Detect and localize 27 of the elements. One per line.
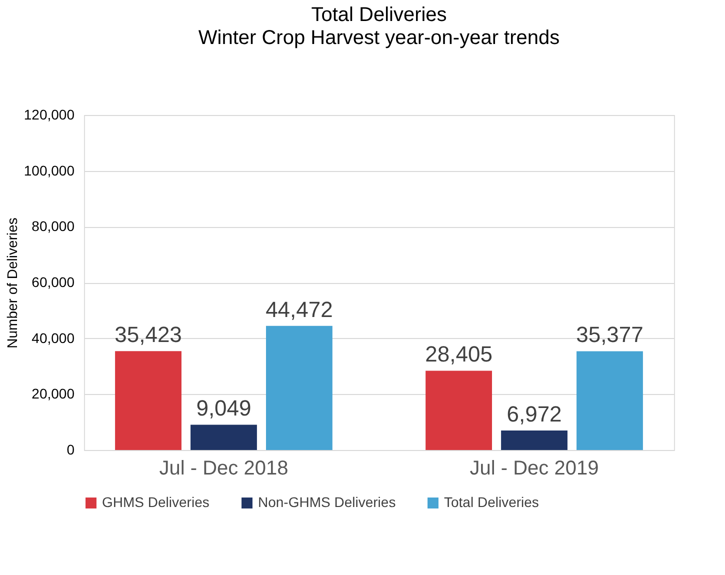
bar	[266, 326, 332, 450]
bar	[115, 351, 182, 450]
data-label: 6,972	[506, 402, 562, 427]
y-tick-label: 60,000	[32, 274, 75, 290]
bar	[190, 424, 257, 450]
chart-title: Total Deliveries	[311, 4, 447, 26]
y-tick-label: 20,000	[32, 386, 75, 402]
x-tick-label: Jul - Dec 2018	[159, 458, 288, 480]
legend-label: Non-GHMS Deliveries	[258, 494, 396, 510]
y-axis-title: Number of Deliveries	[4, 218, 20, 348]
data-label: 35,377	[576, 322, 644, 348]
data-label: 9,049	[196, 396, 252, 421]
data-label: 28,405	[425, 342, 492, 367]
y-tick-label: 120,000	[24, 106, 75, 122]
bar	[426, 370, 492, 450]
data-label: 44,472	[266, 296, 333, 322]
legend-label: Total Deliveries	[444, 494, 539, 510]
x-tick-label: Jul - Dec 2019	[470, 458, 599, 480]
legend-label: GHMS Deliveries	[102, 494, 210, 510]
y-tick-label: 100,000	[24, 162, 75, 178]
y-tick-label: 40,000	[32, 330, 75, 346]
bar	[501, 430, 568, 450]
data-label: 35,423	[114, 322, 182, 348]
bar	[576, 351, 643, 450]
y-tick-label: 0	[66, 442, 75, 458]
chart-subtitle: Winter Crop Harvest year-on-year trends	[198, 27, 560, 49]
y-tick-label: 80,000	[32, 218, 75, 234]
